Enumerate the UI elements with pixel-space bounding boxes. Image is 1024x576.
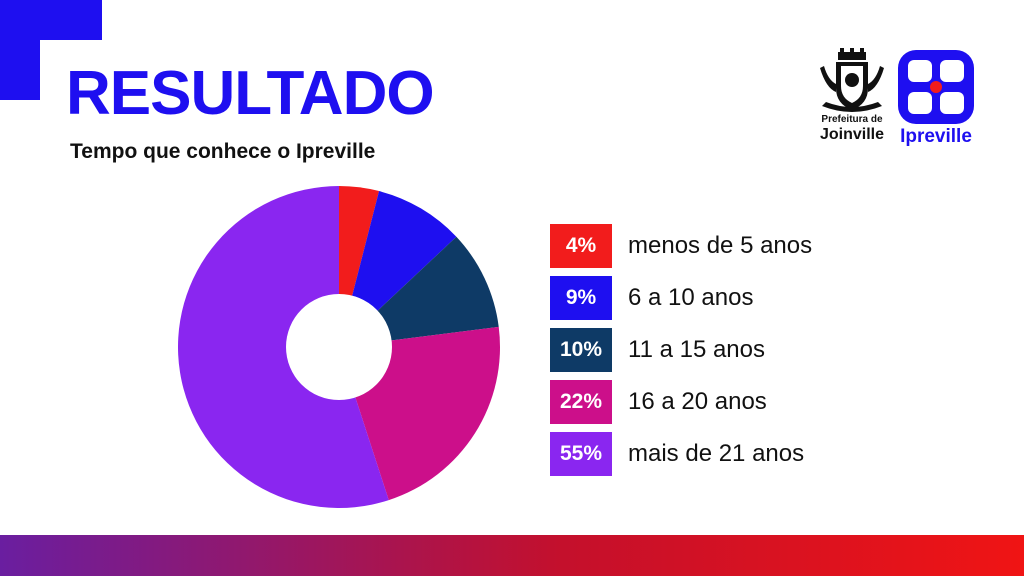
- chart-subtitle: Tempo que conhece o Ipreville: [70, 140, 376, 163]
- legend-value-badge: 22%: [550, 380, 612, 424]
- legend-value-badge: 55%: [550, 432, 612, 476]
- legend-item: 9% 6 a 10 anos: [550, 276, 870, 320]
- legend-label: 6 a 10 anos: [628, 284, 754, 311]
- coat-of-arms-icon: [820, 48, 884, 112]
- pie-slice-5: [178, 186, 389, 508]
- legend-item: 4% menos de 5 anos: [550, 224, 870, 268]
- logo-caption-prefeitura: Prefeitura de: [821, 114, 883, 125]
- legend-label: 16 a 20 anos: [628, 388, 767, 415]
- ipreville-logo: Ipreville: [894, 48, 978, 152]
- legend-value-badge: 4%: [550, 224, 612, 268]
- logo-caption-joinville: Joinville: [819, 126, 885, 143]
- corner-bar-vertical: [0, 0, 40, 100]
- bottom-gradient-bar: [0, 535, 1024, 576]
- prefeitura-joinville-logo: Prefeitura de Joinville: [816, 48, 888, 150]
- legend-item: 55% mais de 21 anos: [550, 432, 870, 476]
- legend-value-badge: 10%: [550, 328, 612, 372]
- donut-chart: [178, 186, 500, 508]
- legend-label: mais de 21 anos: [628, 440, 805, 467]
- ipreville-cross-icon: [898, 50, 974, 124]
- legend-item: 10% 11 a 15 anos: [550, 328, 870, 372]
- page-title: RESULTADO: [66, 59, 435, 128]
- corner-decoration: [0, 0, 102, 100]
- donut-hole: [286, 294, 392, 400]
- legend-label: 11 a 15 anos: [628, 336, 766, 363]
- logo-caption-ipreville: Ipreville: [900, 126, 972, 147]
- legend-label: menos de 5 anos: [628, 232, 813, 259]
- legend-value-badge: 9%: [550, 276, 612, 320]
- legend-item: 22% 16 a 20 anos: [550, 380, 870, 424]
